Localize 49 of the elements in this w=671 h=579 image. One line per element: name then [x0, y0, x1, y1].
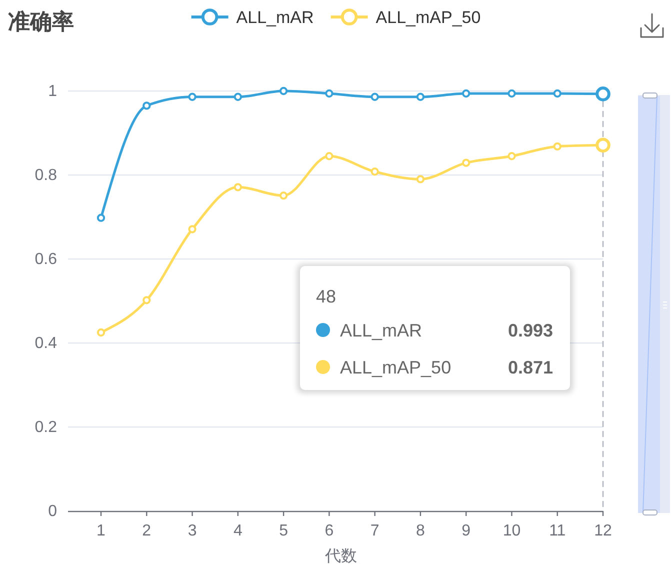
text: ALL_mAR	[340, 320, 422, 340]
point	[508, 89, 516, 98]
y-tick-label: 0.6	[34, 251, 58, 268]
point	[142, 296, 151, 304]
point	[553, 89, 562, 98]
x-tick-label: 12	[594, 522, 612, 540]
x-tick-label: 10	[502, 522, 521, 540]
x-tick-label: 3	[188, 522, 197, 540]
point	[279, 86, 288, 96]
point	[325, 89, 334, 98]
point	[234, 183, 242, 192]
point	[370, 168, 379, 176]
x-tick-label: 11	[549, 522, 566, 540]
point	[188, 225, 196, 234]
y-tick-label: 0.2	[34, 419, 58, 436]
point	[462, 158, 470, 167]
x-tick-label: 5	[279, 522, 288, 540]
point	[508, 152, 516, 160]
y-tick-label: 1	[48, 83, 58, 100]
y-tick-label: 0.8	[34, 167, 58, 184]
x-tick-label: 8	[416, 522, 425, 540]
point	[416, 92, 425, 101]
point	[96, 328, 106, 337]
text: ALL_mAP_50	[376, 8, 481, 27]
legend-label: ALL_mAR	[236, 8, 314, 27]
point	[96, 214, 106, 222]
point	[142, 102, 151, 110]
point	[370, 92, 379, 101]
annotation: 48	[316, 286, 336, 306]
x-tick-label: 6	[324, 522, 334, 540]
annotation: 0.993	[508, 320, 553, 340]
x-tick-label: 9	[462, 522, 471, 540]
legend-label: ALL_mAP_50	[340, 357, 452, 378]
point	[234, 92, 242, 101]
point	[188, 92, 196, 101]
point	[462, 89, 470, 98]
x-tick-label: 2	[142, 522, 152, 540]
point	[416, 175, 425, 184]
x-tick-label: 4	[233, 522, 242, 540]
y-tick-label: 0.4	[34, 335, 58, 352]
x-tick-label: 7	[370, 522, 380, 540]
y-tick-label: 0	[48, 503, 58, 520]
point	[325, 152, 334, 160]
chart-title: 准确率	[8, 9, 74, 34]
x-axis-title: 代数	[324, 548, 357, 565]
point	[279, 191, 288, 200]
point	[553, 142, 562, 151]
x-tick-label: 1	[96, 522, 106, 540]
annotation: 0.871	[508, 357, 553, 378]
